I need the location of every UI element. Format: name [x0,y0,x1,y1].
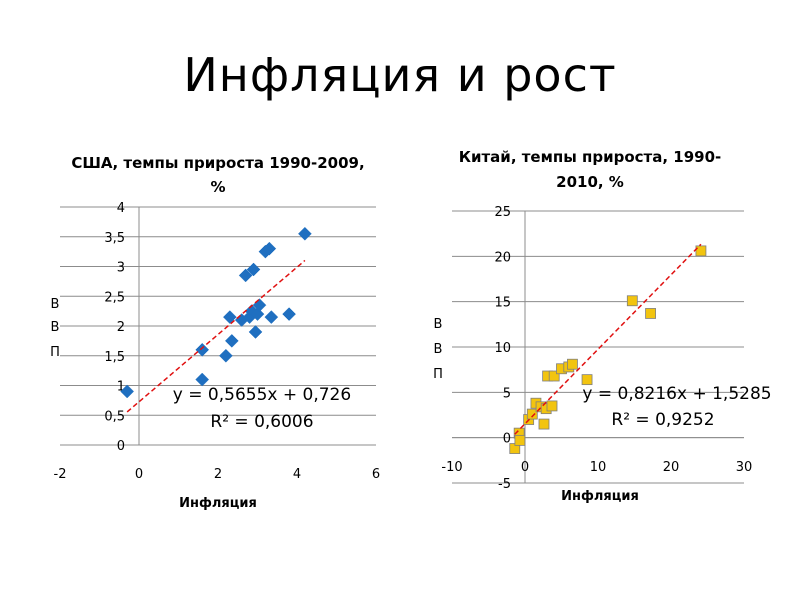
data-point [548,370,560,382]
trend-equation: y = 0,5655x + 0,726 [173,385,351,405]
y-tick-label: 0 [503,432,511,447]
data-point [695,245,707,257]
trendline [514,243,702,435]
y-tick-label: 10 [494,341,511,356]
x-axis-label: Инфляция [561,489,639,504]
x-tick-label: 4 [293,467,301,482]
data-point [567,358,578,370]
data-point [581,374,593,386]
r-squared: R² = 0,6006 [210,412,313,432]
x-tick-label: 2 [214,467,222,482]
data-point [222,310,237,324]
data-point [195,372,210,387]
data-point [526,408,538,420]
chart-title: США, темпы прироста 1990-2009, [71,154,364,172]
r-squared: R² = 0,9252 [611,410,714,430]
x-tick-label: 0 [521,460,529,475]
x-tick-label: 0 [135,467,143,482]
x-tick-label: -10 [441,460,462,475]
y-axis-label: П [433,367,443,382]
trendline [126,259,306,413]
y-tick-label: 3 [117,261,125,276]
y-tick-label: 2 [117,320,125,335]
chart-title: % [210,178,225,196]
y-tick-label: 0,5 [104,409,125,424]
chart-title: 2010, % [556,173,624,191]
data-point [264,310,279,324]
chart-title: Китай, темпы прироста, 1990- [459,148,722,166]
data-point [626,295,638,307]
data-point [248,325,263,339]
y-tick-label: -5 [498,477,511,492]
data-point [298,226,312,241]
data-point [282,307,296,321]
y-tick-label: 0 [117,439,125,454]
data-point [514,434,526,446]
slide-title: Инфляция и рост [183,48,617,102]
y-tick-label: 1 [117,380,125,395]
y-axis-label: В [51,297,60,312]
data-point [120,384,135,399]
data-point [238,268,253,283]
trend-equation: y = 0,8216x + 1,5285 [582,384,771,404]
y-tick-label: 25 [494,205,511,220]
x-axis-label: Инфляция [179,496,257,511]
y-tick-label: 1,5 [104,350,125,365]
x-tick-label: -2 [54,467,67,482]
data-point [195,342,210,357]
data-point [546,400,558,412]
y-tick-label: 5 [503,386,511,401]
y-axis-label: В [51,320,60,335]
y-tick-label: 20 [494,250,511,265]
x-tick-label: 30 [736,460,753,475]
x-tick-label: 10 [590,460,607,475]
data-point [219,348,233,363]
data-point [645,308,656,319]
y-axis-label: В [434,317,443,332]
data-point [250,307,265,321]
y-tick-label: 4 [117,201,125,216]
y-tick-label: 2,5 [104,290,125,305]
data-point [262,241,277,256]
x-tick-label: 20 [663,460,680,475]
x-tick-label: 6 [372,467,380,482]
data-point [246,262,261,277]
y-tick-label: 15 [494,296,511,311]
data-point [224,334,239,348]
data-point [538,418,550,430]
y-tick-label: 3,5 [104,231,125,246]
y-axis-label: П [50,345,60,360]
y-axis-label: В [434,342,443,357]
